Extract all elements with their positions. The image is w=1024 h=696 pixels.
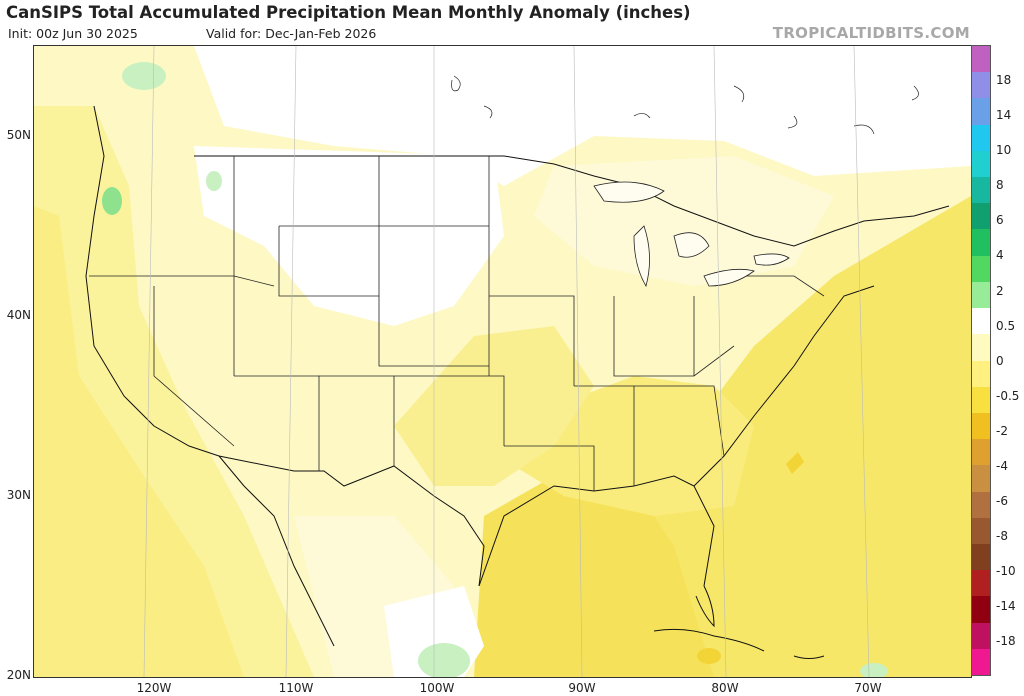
valid-period: Valid for: Dec-Jan-Feb 2026	[206, 26, 377, 41]
colorbar	[971, 45, 991, 676]
colorbar-swatch	[972, 150, 990, 178]
colorbar-label: -4	[996, 459, 1008, 473]
lat-label-20n: 20N	[6, 668, 31, 682]
colorbar-swatch	[972, 491, 990, 519]
colorbar-label: 4	[996, 248, 1004, 262]
strong-dry-cuba	[697, 648, 721, 664]
colorbar-swatch	[972, 360, 990, 388]
colorbar-swatch	[972, 203, 990, 230]
anomaly-map	[33, 45, 972, 678]
colorbar-swatch	[972, 229, 990, 257]
canadian-lakes	[451, 75, 919, 135]
colorbar-swatch	[972, 98, 990, 126]
lat-label-30n: 30N	[6, 488, 31, 502]
colorbar-swatch	[972, 334, 990, 361]
colorbar-label: -2	[996, 424, 1008, 438]
colorbar-swatch	[972, 622, 990, 650]
colorbar-label: 18	[996, 73, 1012, 87]
gulf-field	[474, 476, 714, 677]
colorbar-swatch	[972, 412, 990, 440]
colorbar-swatch	[972, 177, 990, 204]
colorbar-label: -0.5	[996, 389, 1020, 403]
lat-label-40n: 40N	[6, 308, 31, 322]
anomaly-map-canvas	[34, 46, 971, 677]
wet-mexico	[418, 643, 470, 677]
colorbar-label: 0.5	[996, 319, 1016, 333]
colorbar-swatch	[972, 386, 990, 414]
pacific-moderate	[34, 206, 244, 677]
colorbar-swatch	[972, 517, 990, 545]
colorbar-label: 8	[996, 178, 1004, 192]
colorbar-swatch	[972, 648, 990, 676]
site-watermark[interactable]: TROPICALTIDBITS.COM	[772, 24, 970, 42]
init-time: Init: 00z Jun 30 2025	[8, 26, 138, 41]
wet-idaho	[206, 171, 222, 191]
colorbar-label: 14	[996, 108, 1012, 122]
colorbar-swatch	[972, 308, 990, 335]
colorbar-label: 10	[996, 143, 1012, 157]
colorbar-label: -8	[996, 529, 1008, 543]
state-lines	[89, 156, 825, 491]
lon-label-110w: 110W	[278, 681, 314, 695]
colorbar-swatch	[972, 465, 990, 493]
rockies-neutral	[194, 146, 504, 326]
graticule	[143, 46, 870, 677]
colorbar-swatch	[972, 596, 990, 624]
colorbar-label: -10	[996, 564, 1016, 578]
colorbar-label: 2	[996, 284, 1004, 298]
atlantic-field	[634, 196, 971, 677]
colorbar-label: 6	[996, 213, 1004, 227]
map-title: CanSIPS Total Accumulated Precipitation …	[6, 3, 691, 22]
colorbar-label: -14	[996, 599, 1016, 613]
colorbar-label: -18	[996, 634, 1016, 648]
lon-label-100w: 100W	[419, 681, 455, 695]
colorbar-label: -6	[996, 494, 1008, 508]
lon-label-120w: 120W	[136, 681, 172, 695]
wet-pnw-north	[122, 62, 166, 90]
colorbar-swatch	[972, 439, 990, 466]
colorbar-swatch	[972, 543, 990, 571]
colorbar-label: 0	[996, 354, 1004, 368]
colorbar-swatch	[972, 255, 990, 283]
colorbar-swatch	[972, 72, 990, 99]
strong-dry-patch	[786, 452, 804, 474]
wet-pnw-coast	[102, 187, 122, 215]
wet-caribbean	[860, 663, 888, 677]
canada-neutral	[194, 46, 971, 186]
lon-label-90w: 90W	[568, 681, 596, 695]
colorbar-swatch	[972, 46, 990, 73]
colorbar-swatch	[972, 570, 990, 597]
colorbar-swatch	[972, 124, 990, 152]
colorbar-swatch	[972, 281, 990, 309]
great-lakes	[593, 181, 790, 288]
lon-label-80w: 80W	[711, 681, 739, 695]
lat-label-50n: 50N	[6, 128, 31, 142]
caribbean-outlines	[653, 585, 825, 659]
lon-label-70w: 70W	[854, 681, 882, 695]
